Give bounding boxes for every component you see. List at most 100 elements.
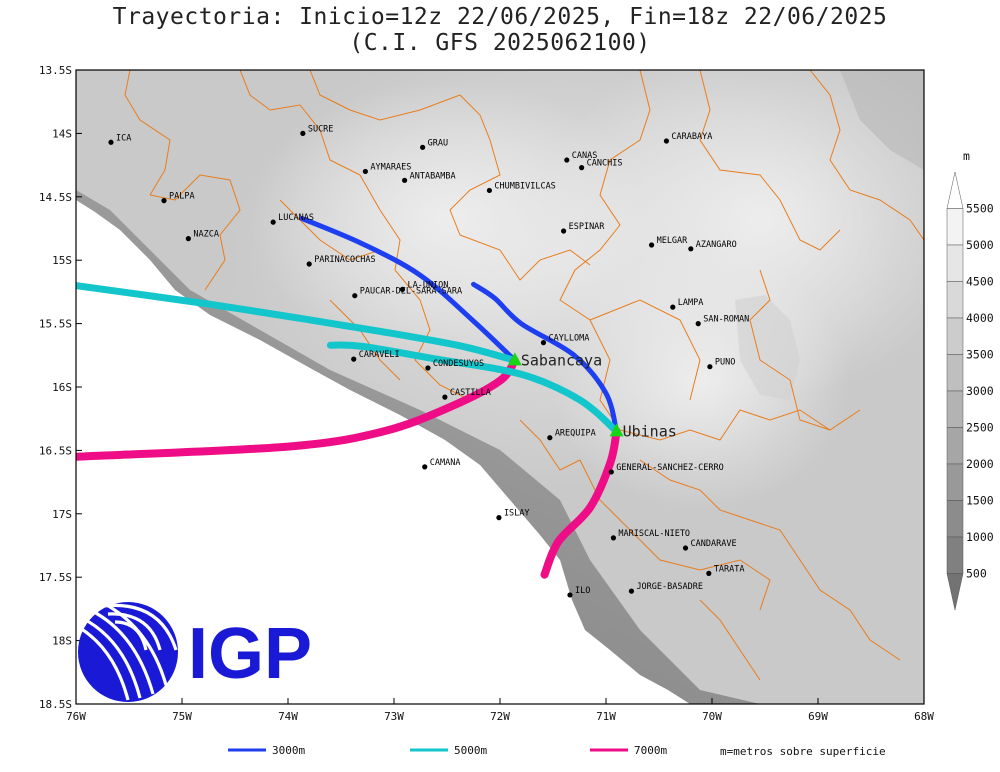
province-marker xyxy=(185,236,191,242)
trajectory-lines xyxy=(76,215,621,579)
terrain-shading xyxy=(76,70,924,704)
province-label: CANDARAVE xyxy=(691,539,737,549)
province-marker xyxy=(351,356,357,362)
igp-logo: IGP xyxy=(78,596,312,702)
colorbar-label: 4000 xyxy=(966,311,994,325)
volcano-label: Sabancaya xyxy=(521,351,602,369)
colorbar-label: 1500 xyxy=(966,494,994,508)
province-label: JORGE-BASADRE xyxy=(636,582,703,592)
colorbar-segment xyxy=(946,354,964,392)
province-marker xyxy=(706,570,712,576)
y-tick-label: 16S xyxy=(52,381,72,394)
province-marker xyxy=(108,139,114,145)
province-label: CHUMBIVILCAS xyxy=(494,181,555,191)
y-tick-label: 15S xyxy=(52,254,72,267)
map-title-line1: Trayectoria: Inicio=12z 22/06/2025, Fin=… xyxy=(112,4,888,30)
logo-text: IGP xyxy=(188,614,312,694)
colorbar-label: 500 xyxy=(966,567,987,581)
trajectory-legend: 3000m 5000m 7000m xyxy=(228,744,667,757)
province-label: CANAS xyxy=(572,151,598,161)
province-label: CARABAYA xyxy=(671,132,712,142)
legend-label: 5000m xyxy=(454,744,487,757)
colorbar-label: 3000 xyxy=(966,384,994,398)
colorbar-label: 4500 xyxy=(966,275,994,289)
y-tick-label: 18S xyxy=(52,635,72,648)
province-marker xyxy=(399,286,406,292)
province-label: LAMPA xyxy=(678,298,704,308)
map-frame xyxy=(75,69,925,705)
colorbar-label: 5500 xyxy=(966,202,994,216)
y-tick-label: 17.5S xyxy=(39,571,72,584)
x-tick-label: 68W xyxy=(914,710,934,723)
province-marker xyxy=(610,535,617,541)
volcano-label: Ubinas xyxy=(623,422,677,440)
globe-lines-icon xyxy=(79,596,178,701)
province-label: PAUCAR-DEL-SARA-SARA xyxy=(360,287,462,297)
colorbar-segment xyxy=(946,317,964,355)
province-marker xyxy=(682,545,689,551)
province-marker xyxy=(707,364,713,370)
colorbar-segment xyxy=(946,281,964,319)
province-marker xyxy=(161,198,167,204)
colorbar-segment xyxy=(946,463,964,501)
province-marker xyxy=(425,365,431,371)
province-marker xyxy=(352,293,358,299)
province-label: AZANGARO xyxy=(696,240,737,250)
province-label: PALPA xyxy=(169,192,195,202)
province-marker xyxy=(420,144,426,150)
province-label: AREQUIPA xyxy=(555,429,596,439)
elevation-colorbar: 5500 5000 4500 4000 3500 3000 2500 2000 1500 1000… xyxy=(946,171,994,611)
y-tick-label: 18.5S xyxy=(39,698,72,711)
province-marker xyxy=(540,340,547,346)
province-label: CASTILLA xyxy=(450,388,491,398)
colorbar-label: 3500 xyxy=(966,348,994,362)
legend-note: m=metros sobre superficie xyxy=(720,745,886,758)
colorbar-segment xyxy=(946,427,964,465)
province-label: TARATA xyxy=(714,564,745,574)
colorbar-segment xyxy=(946,208,964,246)
province-label: LUCANAS xyxy=(278,213,314,223)
province-label: LA-UNION xyxy=(407,280,448,290)
y-axis: 13.5S 14S 14.5S 15S 15.5S 16S 16.5S 17S 17.5S 18S… xyxy=(39,64,82,711)
province-marker xyxy=(300,130,306,136)
province-marker xyxy=(564,157,570,163)
province-label: MELGAR xyxy=(657,236,689,246)
province-marker xyxy=(628,588,635,594)
province-label: CARAVELI xyxy=(359,350,400,360)
colorbar-label: 2000 xyxy=(966,457,994,471)
x-tick-label: 73W xyxy=(384,710,404,723)
colorbar-label: 5000 xyxy=(966,238,994,252)
province-label: CAYLLOMA xyxy=(548,334,589,344)
province-marker xyxy=(486,187,492,194)
province-marker xyxy=(402,177,408,183)
province-label: PUNO xyxy=(715,358,735,368)
province-label: ICA xyxy=(116,133,131,143)
x-tick-label: 75W xyxy=(172,710,192,723)
province-label: GRAU xyxy=(428,138,448,148)
province-label: SAN-ROMAN xyxy=(703,315,749,325)
province-label: PARINACOCHAS xyxy=(314,255,375,265)
volcano-icon xyxy=(507,352,522,366)
province-marker xyxy=(648,242,655,248)
trajectory-ubinas-3000m xyxy=(471,281,620,434)
colorbar-segment xyxy=(946,244,964,282)
trajectory-sabancaya-7000m xyxy=(76,356,519,461)
province-marker xyxy=(688,246,694,252)
province-marker xyxy=(567,592,573,598)
y-tick-label: 15.5S xyxy=(39,318,72,331)
y-tick-label: 17S xyxy=(52,508,72,521)
colorbar-segment xyxy=(946,171,964,209)
province-marker xyxy=(547,435,553,441)
province-label: ANTABAMBA xyxy=(410,171,456,181)
volcano-markers: Sabancaya Ubinas xyxy=(507,351,677,440)
colorbar-segment xyxy=(946,573,964,611)
legend-label: 3000m xyxy=(272,744,305,757)
trajectory-ubinas-5000m xyxy=(326,341,621,435)
volcano-icon xyxy=(609,423,624,437)
province-label: CAMANA xyxy=(430,458,461,468)
x-tick-label: 72W xyxy=(490,710,510,723)
province-label: GENERAL-SANCHEZ-CERRO xyxy=(616,463,723,473)
legend-label: 7000m xyxy=(634,744,667,757)
